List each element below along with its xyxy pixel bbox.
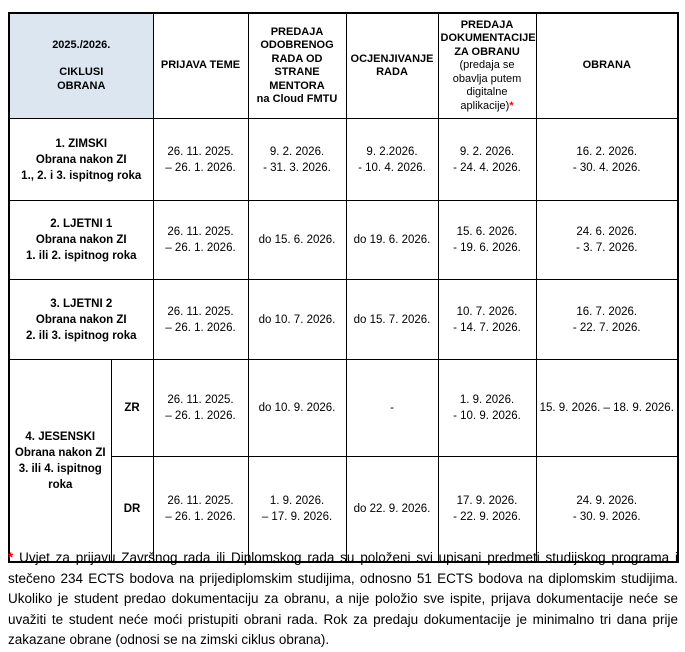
- header-cell-predaja-rada: PREDAJA ODOBRENOG RADA OD STRANE MENTORA…: [247, 12, 347, 119]
- cell-cycle: 2. LJETNI 1 Obrana nakon ZI 1. ili 2. is…: [8, 200, 154, 280]
- header-cell-ocjenjivanje: OCJENJIVANJE RADA: [345, 12, 439, 119]
- cell-predaja-rada: do 10. 9. 2026.: [247, 359, 347, 457]
- cell-cycle-jesenski: 4. JESENSKI Obrana nakon ZI 3. ili 4. is…: [8, 359, 112, 563]
- cell-prijava: 26. 11. 2025. – 26. 1. 2026.: [152, 359, 249, 457]
- footnote-text: Uvjet za prijavu Završnog rada ili Diplo…: [8, 550, 678, 647]
- defense-schedule-table: 2025./2026. CIKLUSI OBRANA PRIJAVA TEME …: [8, 12, 679, 563]
- header-cell-prijava-teme: PRIJAVA TEME: [152, 12, 249, 119]
- header-row: 2025./2026. CIKLUSI OBRANA PRIJAVA TEME …: [8, 12, 679, 119]
- cell-predaja-rada: do 15. 6. 2026.: [247, 200, 347, 280]
- cell-ocjenjivanje: do 22. 9. 2026.: [345, 456, 439, 563]
- dokumentacija-note: (predaja se obavlja putem digitalne apli…: [452, 59, 522, 112]
- cell-dokumentacija: 1. 9. 2026. - 10. 9. 2026.: [437, 359, 537, 457]
- dokumentacija-title: PREDAJA DOKUMENTACIJE ZA OBRANU: [440, 18, 536, 58]
- header-cell-dokumentacija: PREDAJA DOKUMENTACIJE ZA OBRANU (predaja…: [437, 12, 537, 119]
- cell-ocjenjivanje: 9. 2.2026. - 10. 4. 2026.: [345, 118, 439, 201]
- cell-obrana: 24. 9. 2026. - 30. 9. 2026.: [535, 456, 679, 563]
- footnote-asterisk: *: [8, 550, 14, 565]
- cell-ocjenjivanje: do 15. 7. 2026.: [345, 279, 439, 360]
- cell-dokumentacija: 17. 9. 2026. - 22. 9. 2026.: [437, 456, 537, 563]
- header-cell-obrana: OBRANA: [535, 12, 679, 119]
- cell-cycle: 3. LJETNI 2 Obrana nakon ZI 2. ili 3. is…: [8, 279, 154, 360]
- cell-obrana: 15. 9. 2026. – 18. 9. 2026.: [535, 359, 679, 457]
- row-zimski: 1. ZIMSKI Obrana nakon ZI 1., 2. i 3. is…: [8, 118, 679, 201]
- cell-prijava: 26. 11. 2025. – 26. 1. 2026.: [152, 456, 249, 563]
- row-jesenski-dr: DR 26. 11. 2025. – 26. 1. 2026. 1. 9. 20…: [9, 456, 679, 563]
- cell-prijava: 26. 11. 2025. – 26. 1. 2026.: [152, 200, 249, 280]
- cell-dokumentacija: 15. 6. 2026. - 19. 6. 2026.: [437, 200, 537, 280]
- cell-zr-label: ZR: [110, 359, 154, 457]
- cell-dr-label: DR: [110, 456, 154, 563]
- header-cell-cycle: 2025./2026. CIKLUSI OBRANA: [8, 12, 154, 119]
- cell-predaja-rada: 1. 9. 2026. – 17. 9. 2026.: [247, 456, 347, 563]
- cell-dokumentacija: 9. 2. 2026. - 24. 4. 2026.: [437, 118, 537, 201]
- row-jesenski-zr: 4. JESENSKI Obrana nakon ZI 3. ili 4. is…: [8, 359, 679, 563]
- cell-ocjenjivanje: do 19. 6. 2026.: [345, 200, 439, 280]
- cell-cycle: 1. ZIMSKI Obrana nakon ZI 1., 2. i 3. is…: [8, 118, 154, 201]
- header-asterisk: *: [509, 99, 514, 112]
- footnote: * Uvjet za prijavu Završnog rada ili Dip…: [8, 548, 678, 651]
- cell-predaja-rada: do 10. 7. 2026.: [247, 279, 347, 360]
- cell-predaja-rada: 9. 2. 2026. - 31. 3. 2026.: [247, 118, 347, 201]
- cell-obrana: 24. 6. 2026. - 3. 7. 2026.: [535, 200, 679, 280]
- cell-ocjenjivanje: -: [345, 359, 439, 457]
- cell-obrana: 16. 2. 2026. - 30. 4. 2026.: [535, 118, 679, 201]
- row-ljetni-1: 2. LJETNI 1 Obrana nakon ZI 1. ili 2. is…: [8, 200, 679, 280]
- cell-obrana: 16. 7. 2026. - 22. 7. 2026.: [535, 279, 679, 360]
- cell-dokumentacija: 10. 7. 2026. - 14. 7. 2026.: [437, 279, 537, 360]
- row-ljetni-2: 3. LJETNI 2 Obrana nakon ZI 2. ili 3. is…: [8, 279, 679, 360]
- cell-prijava: 26. 11. 2025. – 26. 1. 2026.: [152, 279, 249, 360]
- cell-prijava: 26. 11. 2025. – 26. 1. 2026.: [152, 118, 249, 201]
